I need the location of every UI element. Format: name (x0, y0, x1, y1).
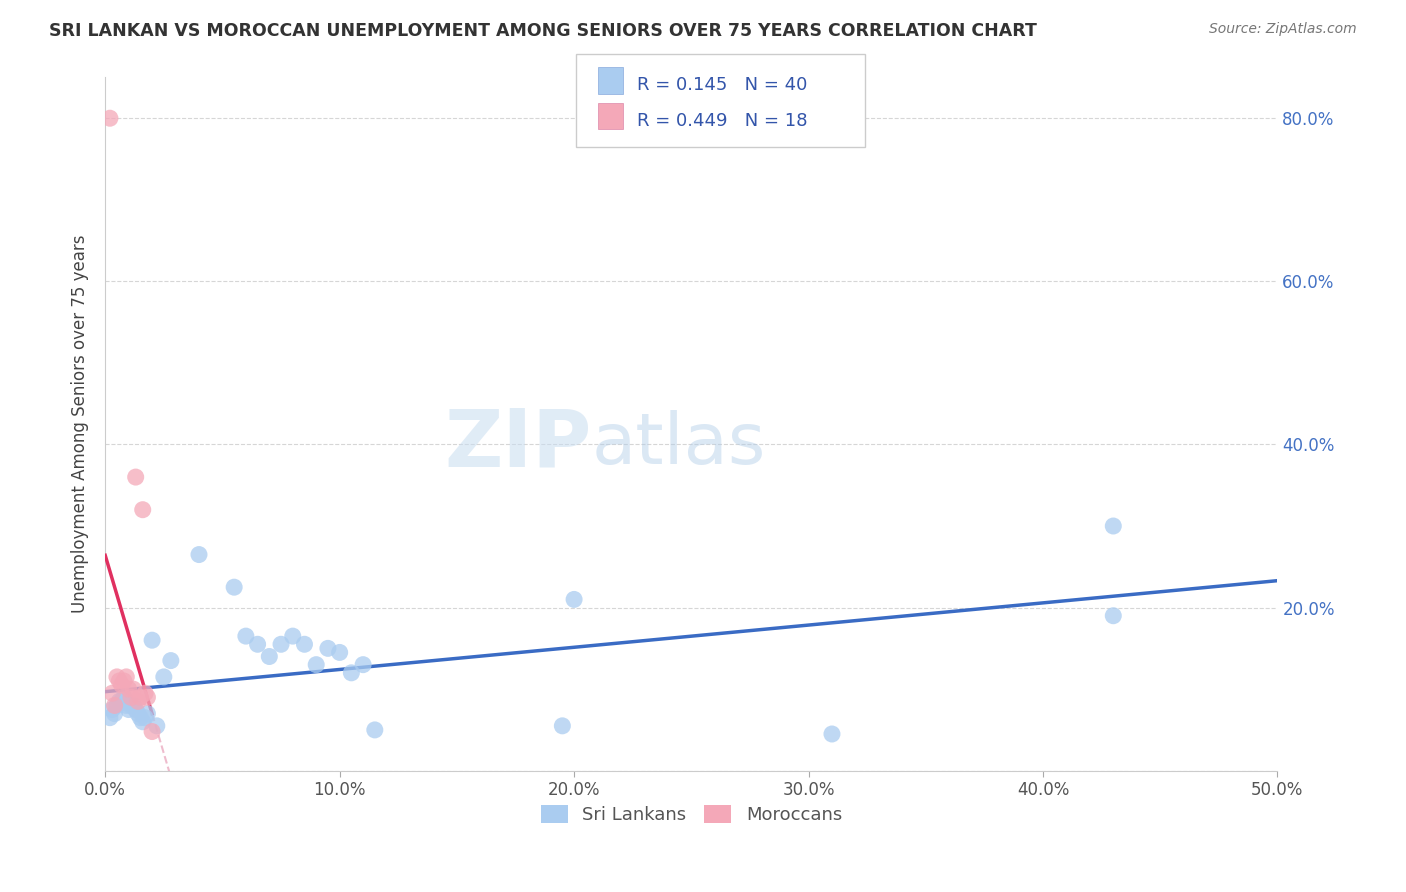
Point (132, 714, 155, 729)
Point (329, 645, 352, 659)
Point (129, 711, 152, 725)
Point (129, 690, 152, 705)
Text: atlas: atlas (592, 410, 766, 479)
Point (352, 657, 374, 672)
Point (118, 702, 141, 716)
Point (141, 633, 163, 648)
Point (1102, 519, 1125, 533)
Point (111, 694, 134, 708)
Point (153, 670, 176, 684)
Point (101, 702, 124, 716)
Point (104, 698, 127, 713)
Point (105, 698, 128, 713)
Point (122, 698, 145, 713)
Legend: Sri Lankans, Moroccans: Sri Lankans, Moroccans (540, 805, 842, 824)
Point (108, 673, 131, 688)
Point (101, 686, 124, 700)
Point (118, 682, 141, 697)
Point (132, 502, 155, 516)
Point (551, 719, 574, 733)
Point (224, 580, 246, 594)
Point (115, 698, 138, 713)
Point (316, 641, 339, 656)
Point (364, 723, 387, 737)
Text: Source: ZipAtlas.com: Source: ZipAtlas.com (1209, 22, 1357, 37)
Point (98, 112, 121, 126)
Text: R = 0.145   N = 40: R = 0.145 N = 40 (637, 76, 807, 94)
Point (259, 649, 281, 664)
Point (160, 654, 183, 668)
Point (340, 665, 363, 680)
Point (104, 706, 127, 721)
Point (562, 592, 585, 607)
Point (108, 694, 131, 708)
Point (141, 724, 163, 739)
Point (136, 690, 159, 705)
Point (120, 690, 142, 705)
Point (305, 657, 328, 672)
Point (105, 670, 128, 684)
Point (1102, 608, 1125, 623)
Point (127, 706, 149, 721)
Point (235, 629, 257, 643)
Point (281, 629, 304, 643)
Text: ZIP: ZIP (444, 406, 592, 483)
Point (112, 673, 135, 688)
Text: R = 0.449   N = 18: R = 0.449 N = 18 (637, 112, 807, 129)
Point (120, 698, 142, 713)
Point (146, 719, 169, 733)
Text: SRI LANKAN VS MOROCCAN UNEMPLOYMENT AMONG SENIORS OVER 75 YEARS CORRELATION CHAR: SRI LANKAN VS MOROCCAN UNEMPLOYMENT AMON… (49, 22, 1038, 40)
Point (134, 711, 156, 725)
Point (125, 470, 148, 484)
Point (98, 711, 121, 725)
Point (125, 702, 148, 716)
Point (270, 637, 292, 651)
Point (188, 548, 211, 562)
Point (127, 694, 149, 708)
Point (111, 678, 134, 692)
Point (136, 706, 159, 721)
Point (112, 690, 135, 705)
Point (134, 686, 156, 700)
Point (115, 670, 138, 684)
Point (122, 682, 145, 697)
Y-axis label: Unemployment Among Seniors over 75 years: Unemployment Among Seniors over 75 years (72, 235, 89, 614)
Point (821, 727, 844, 741)
Point (246, 637, 269, 651)
Point (294, 637, 316, 651)
